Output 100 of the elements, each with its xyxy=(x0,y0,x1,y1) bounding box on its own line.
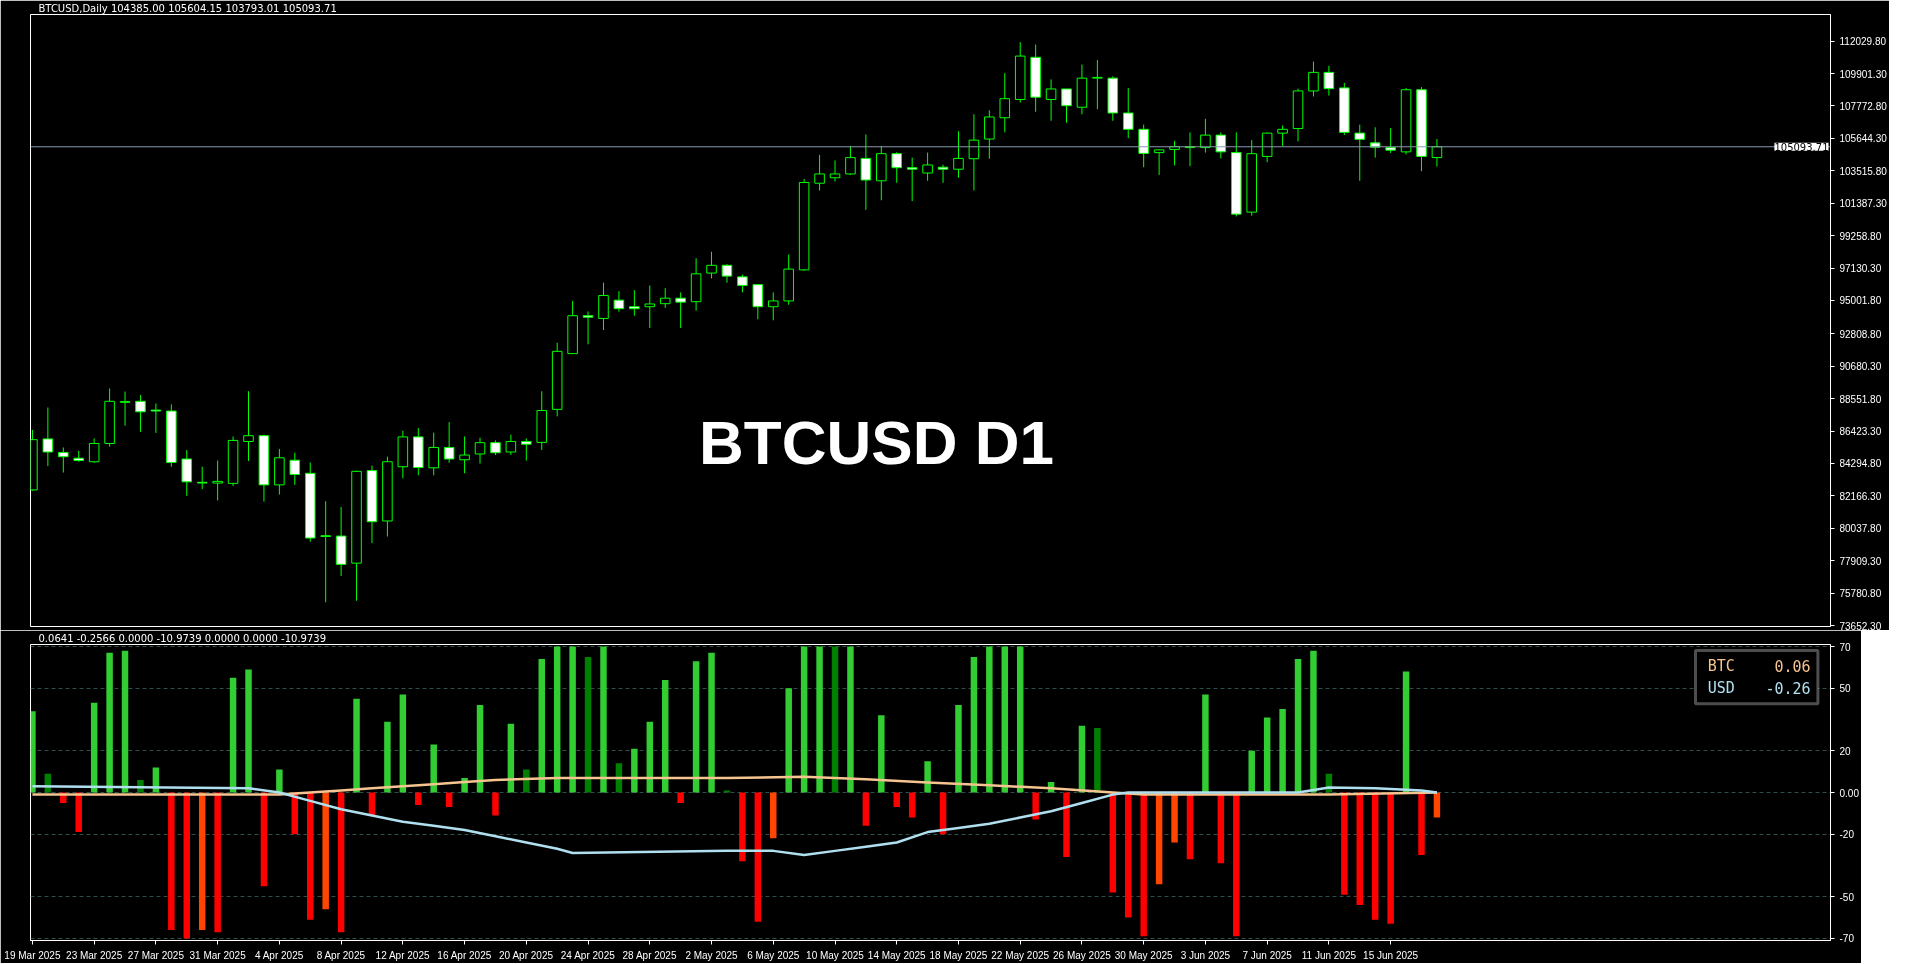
candlestick xyxy=(598,282,609,331)
x-tick-label: 11 Jun 2025 xyxy=(1301,949,1357,961)
candlestick xyxy=(505,434,517,456)
bar xyxy=(970,657,978,793)
bar xyxy=(831,646,839,793)
bar xyxy=(1433,792,1441,818)
bar xyxy=(878,715,885,793)
bar xyxy=(1294,659,1302,793)
candlestick xyxy=(1122,87,1134,139)
bar xyxy=(800,646,808,793)
x-tick-label: 6 May 2025 xyxy=(747,949,800,961)
ref-line-label: 105093.71 xyxy=(1774,141,1829,153)
y-tick-label: 80037.80 xyxy=(1839,523,1882,535)
candlestick xyxy=(968,113,980,192)
candlestick xyxy=(752,284,764,320)
candlestick xyxy=(891,151,903,184)
bar xyxy=(1418,792,1425,856)
bar xyxy=(816,646,823,793)
x-tick-label: 22 May 2025 xyxy=(991,949,1050,961)
bar xyxy=(1125,792,1132,918)
candlestick xyxy=(1215,131,1227,159)
y-tick-label: 90680.30 xyxy=(1839,361,1882,373)
y-tick-label: 105644.30 xyxy=(1839,133,1888,145)
annotation: 0.06 xyxy=(1774,657,1811,676)
y-tick-label: -50 xyxy=(1839,891,1855,903)
candlestick xyxy=(135,394,146,433)
candlestick xyxy=(521,437,532,462)
bar xyxy=(476,704,484,793)
bar xyxy=(600,646,607,793)
candlestick xyxy=(1200,118,1211,154)
candlestick xyxy=(181,449,193,497)
candlestick xyxy=(922,152,933,182)
bar xyxy=(1341,792,1348,895)
x-tick-label: 27 Mar 2025 xyxy=(127,949,185,961)
candlestick xyxy=(1153,148,1165,176)
y-tick-label: 70 xyxy=(1839,641,1852,653)
bar xyxy=(785,688,792,793)
candlestick xyxy=(119,391,131,427)
x-tick-label: 4 Apr 2025 xyxy=(254,949,304,961)
bar xyxy=(322,792,329,910)
y-tick-label: -70 xyxy=(1839,933,1855,945)
bar xyxy=(708,652,715,793)
candlestick xyxy=(659,287,671,309)
bar xyxy=(90,702,98,793)
bar xyxy=(245,669,252,793)
y-tick-label: 99258.80 xyxy=(1839,230,1882,242)
bar xyxy=(569,646,576,793)
x-tick-label: 26 May 2025 xyxy=(1053,949,1112,961)
bar xyxy=(307,792,314,920)
bar xyxy=(908,792,916,818)
y-tick-label: -20 xyxy=(1839,829,1855,841)
bar xyxy=(1001,646,1009,793)
bar xyxy=(1202,694,1209,793)
candlestick xyxy=(1354,124,1366,182)
bar xyxy=(893,792,900,808)
y-tick-label: 50 xyxy=(1839,683,1852,695)
candlestick xyxy=(212,460,223,501)
candlestick xyxy=(1061,88,1072,124)
bar xyxy=(1063,792,1070,858)
y-tick-label: 92808.80 xyxy=(1839,328,1882,340)
bar xyxy=(692,661,700,793)
x-tick-label: 2 May 2025 xyxy=(685,949,739,961)
y-tick-label: 109901.30 xyxy=(1839,68,1888,80)
y-tick-label: 103515.80 xyxy=(1839,165,1888,177)
candlestick xyxy=(999,72,1011,133)
x-tick-label: 31 Mar 2025 xyxy=(189,949,247,961)
bar xyxy=(492,792,499,816)
candlestick xyxy=(582,310,594,345)
x-tick-label: 30 May 2025 xyxy=(1114,949,1174,961)
bar xyxy=(1356,792,1363,906)
bar xyxy=(276,769,283,793)
bar xyxy=(862,792,870,826)
candlestick xyxy=(644,284,656,329)
x-tick-label: 20 Apr 2025 xyxy=(499,949,554,961)
bar xyxy=(986,646,993,793)
x-tick-label: 18 May 2025 xyxy=(929,949,988,961)
candlestick xyxy=(860,133,872,211)
candlestick xyxy=(1261,131,1273,163)
bar xyxy=(770,792,777,839)
candlestick xyxy=(814,154,825,192)
y-tick-label: 84294.80 xyxy=(1839,458,1882,470)
candlestick xyxy=(845,145,856,176)
y-tick-label: 107772.80 xyxy=(1839,100,1888,112)
bar xyxy=(1387,792,1394,924)
candlestick xyxy=(289,452,301,486)
x-tick-label: 19 Mar 2025 xyxy=(4,949,61,961)
candlestick xyxy=(937,164,949,184)
bar xyxy=(229,677,237,793)
bar xyxy=(384,721,391,793)
bar xyxy=(1094,727,1101,793)
bar xyxy=(646,721,654,793)
candlestick xyxy=(906,157,918,202)
x-tick-label: 28 Apr 2025 xyxy=(622,949,677,961)
bar xyxy=(739,792,746,862)
candlestick xyxy=(1431,138,1443,168)
bar xyxy=(754,792,762,922)
y-tick-label: 82166.30 xyxy=(1839,490,1882,502)
candlestick xyxy=(1045,78,1057,122)
x-tick-label: 10 May 2025 xyxy=(806,949,865,961)
bar xyxy=(677,792,684,803)
